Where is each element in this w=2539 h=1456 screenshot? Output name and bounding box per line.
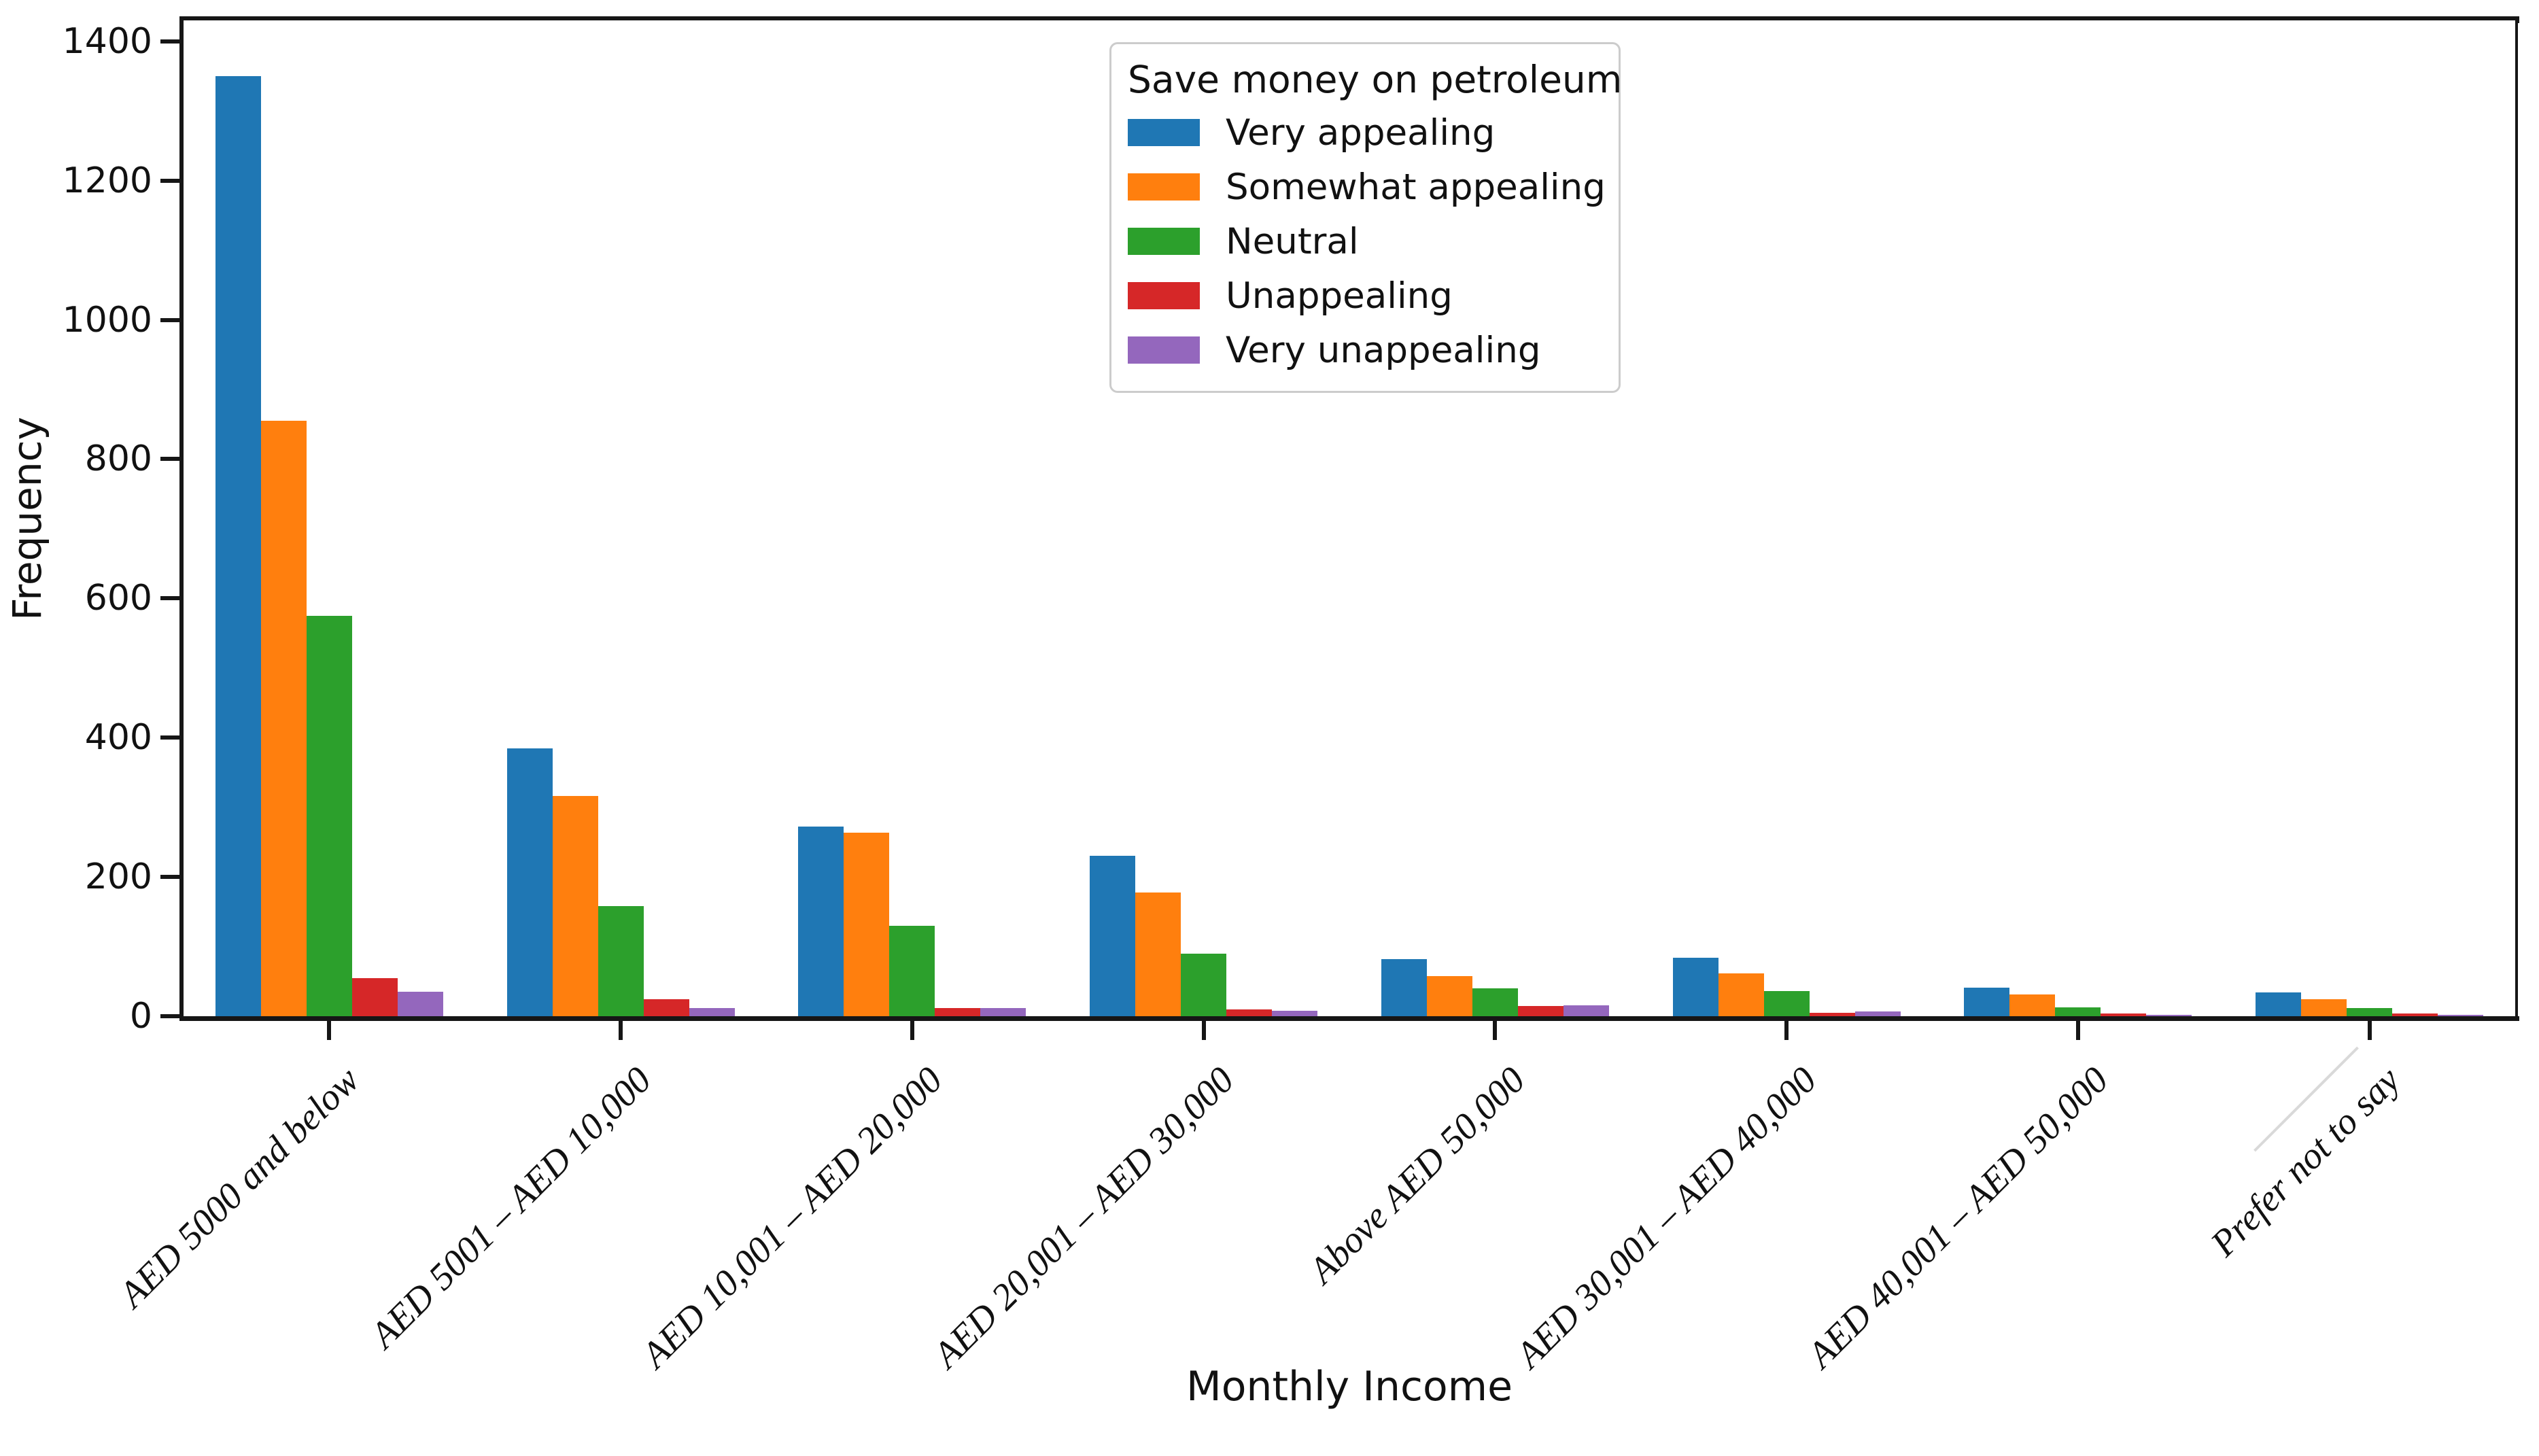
top-spine [179,16,2519,23]
x-axis-title: Monthly Income [1186,1363,1513,1410]
x-tick-label: AED 20,001 – AED 30,000 [925,1058,1242,1376]
bar [2055,1007,2101,1016]
bar [2347,1007,2393,1016]
legend-entry: Somewhat appealing [1128,160,1606,214]
x-tick-mark [910,1021,914,1040]
bar [2438,1015,2484,1016]
legend-label: Somewhat appealing [1226,166,1606,208]
y-tick-mark [160,596,181,601]
legend-box: Save money on petroleum Very appealing So… [1109,42,1623,393]
left-spine [179,16,184,1020]
legend-swatch [1128,282,1200,309]
legend-label: Very appealing [1226,111,1496,154]
bar [260,421,307,1016]
legend-entries: Very appealing Somewhat appealing Neutral U… [1128,105,1606,377]
bar [2101,1013,2147,1016]
x-axis-line [179,1016,2519,1021]
legend-label: Neutral [1226,220,1359,262]
legend-entry: Very appealing [1128,105,1602,160]
bar [643,999,689,1016]
legend-title: Save money on petroleum [1128,58,1623,101]
bar [2392,1013,2438,1016]
y-tick-label: 1400 [62,20,152,62]
bar [1272,1010,1318,1016]
y-tick-mark [160,875,181,880]
bar [1563,1005,1609,1016]
bar [1472,988,1518,1016]
legend-label: Very unappealing [1226,329,1541,371]
legend-swatch [1128,336,1200,364]
x-tick-mark [2075,1021,2080,1040]
x-tick-mark [1201,1021,1206,1040]
bar [1718,973,1764,1016]
bar [1854,1011,1901,1016]
bar [1135,892,1181,1016]
bar [1381,959,1427,1016]
y-tick-label: 200 [84,856,152,898]
bar [1672,957,1718,1016]
y-tick-mark [160,317,181,322]
bar [306,615,352,1016]
y-tick-mark [160,39,181,44]
bar [935,1007,981,1016]
bar [1517,1005,1564,1016]
y-tick-mark [160,178,181,183]
legend-label: Unappealing [1226,275,1453,317]
bar [1181,953,1227,1016]
x-tick-label: AED 10,001 – AED 20,000 [633,1058,950,1376]
bar [980,1007,1026,1016]
bar [798,827,844,1016]
y-tick-label: 400 [84,717,152,759]
bar [397,992,443,1016]
y-tick-label: 600 [84,578,152,619]
bar [1426,975,1472,1016]
legend-swatch [1128,119,1200,146]
y-tick-mark [160,1014,181,1018]
legend-swatch [1128,228,1200,255]
y-tick-mark [160,735,181,740]
bar [351,977,398,1016]
x-tick-mark [327,1021,332,1040]
legend-swatch [1128,173,1200,201]
y-tick-label: 1200 [62,160,152,201]
x-tick-label: AED 5000 and below [111,1058,368,1315]
x-tick-label: Above AED 50,000 [1300,1058,1534,1292]
x-tick-mark [1493,1021,1498,1040]
bar [1763,991,1810,1016]
bar [2146,1015,2192,1016]
bar [1226,1009,1273,1016]
right-spine [2515,16,2518,1020]
bar [844,832,890,1016]
bar [1809,1012,1855,1016]
bar [889,925,935,1016]
legend-entry: Neutral [1128,214,1602,268]
y-tick-label: 1000 [62,299,152,341]
bar [689,1007,735,1016]
bar [2009,994,2056,1016]
bar [1090,856,1136,1016]
x-tick-label: AED 30,001 – AED 40,000 [1508,1058,1825,1376]
x-tick-mark [619,1021,623,1040]
y-tick-label: 800 [84,438,152,480]
y-tick-label: 0 [129,996,152,1037]
bar [2256,992,2302,1016]
y-tick-mark [160,457,181,462]
bar [215,76,261,1016]
bar [1964,988,2010,1016]
legend-entry: Very unappealing [1128,323,1602,377]
bar [552,796,598,1016]
x-tick-mark [1784,1021,1789,1040]
y-axis-title: Frequency [4,417,50,621]
legend-entry: Unappealing [1128,268,1602,323]
x-tick-label: AED 40,001 – AED 50,000 [1799,1058,2116,1376]
bar [2301,999,2347,1016]
bar [506,748,553,1016]
bar [598,906,644,1016]
x-tick-label: Prefer not to say [2202,1058,2408,1264]
x-tick-mark [2367,1021,2372,1040]
x-tick-label: AED 5001 – AED 10,000 [362,1058,659,1356]
